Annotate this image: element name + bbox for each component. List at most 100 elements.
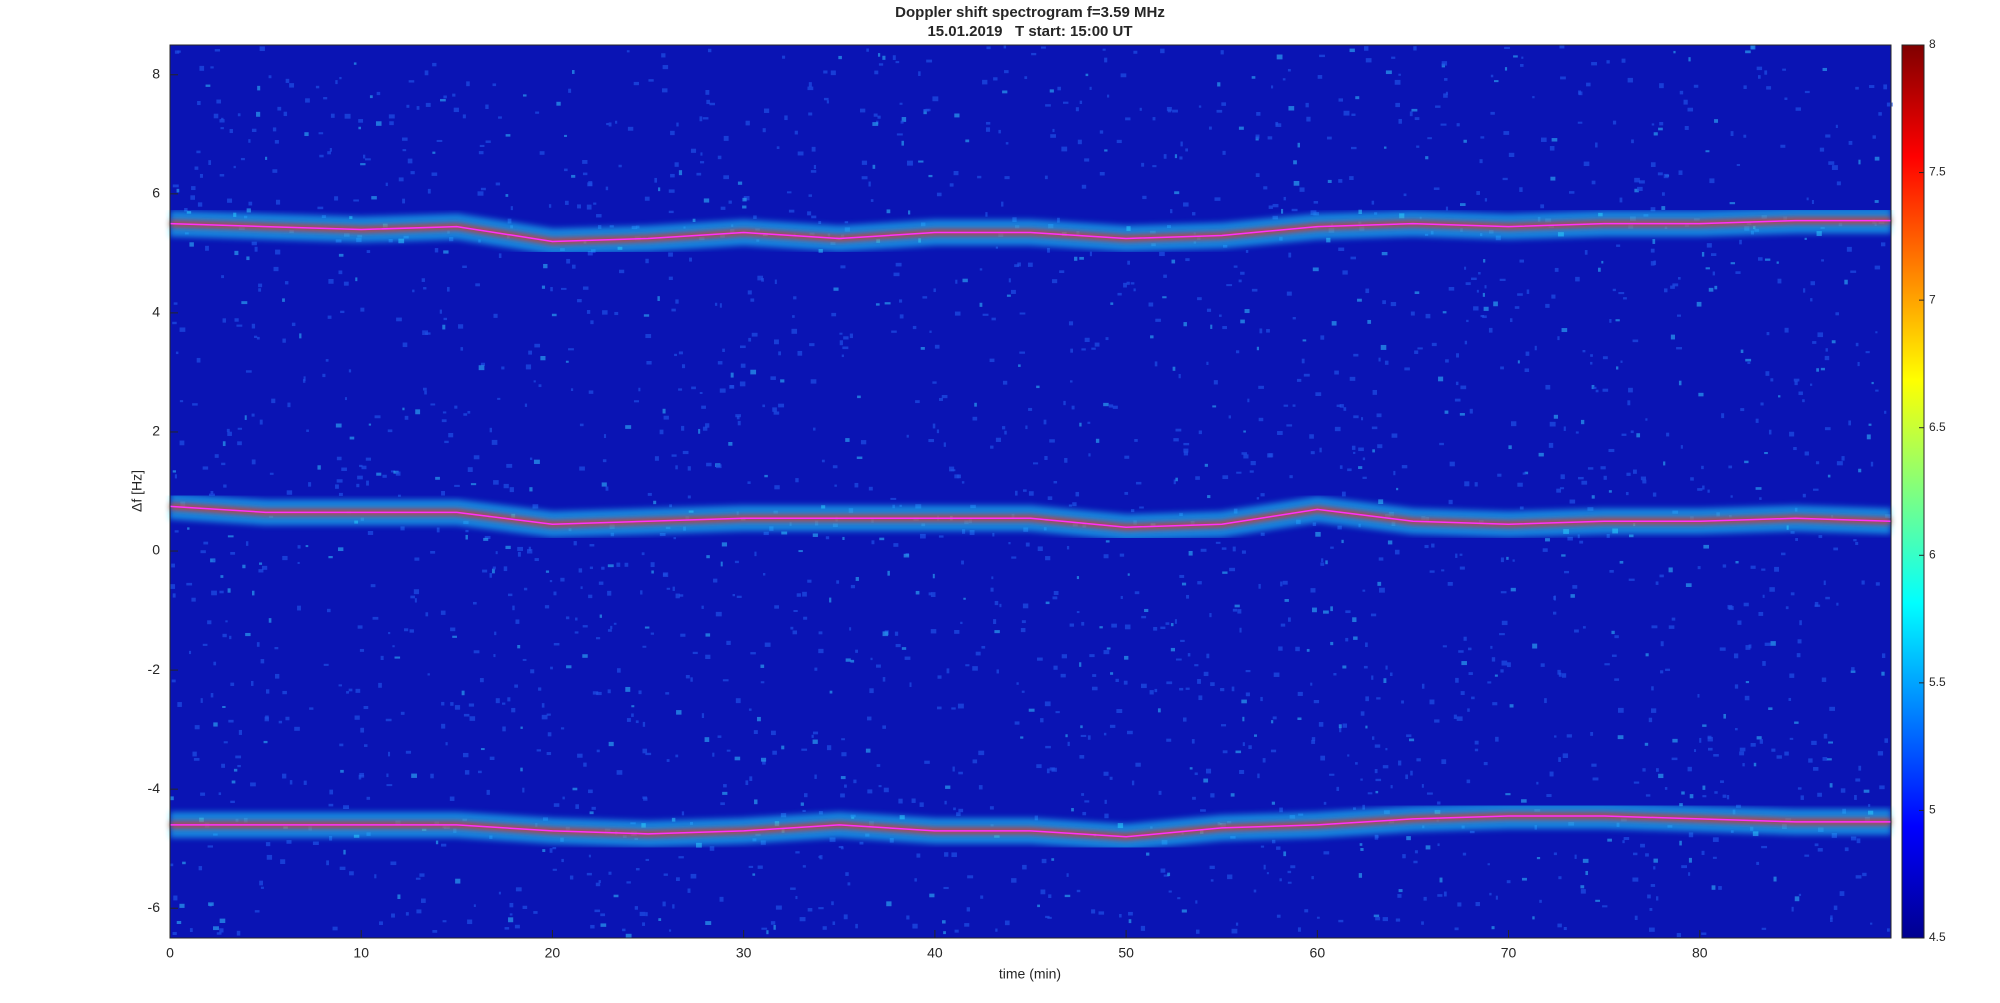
speckle	[1750, 742, 1756, 747]
speckle	[1824, 355, 1830, 361]
speckle	[306, 429, 309, 432]
speckle	[703, 198, 710, 203]
speckle	[236, 930, 241, 936]
speckle	[1817, 848, 1823, 852]
speckle	[1286, 291, 1292, 296]
speckle	[199, 65, 205, 71]
speckle	[498, 253, 502, 259]
speckle	[251, 413, 255, 417]
speckle	[1181, 582, 1187, 586]
speckle	[1433, 187, 1440, 190]
speckle	[826, 100, 829, 104]
speckle	[1841, 456, 1845, 461]
speckle	[1283, 404, 1289, 407]
speckle	[795, 851, 800, 854]
speckle	[1365, 58, 1372, 63]
speckle	[338, 547, 344, 552]
speckle	[705, 921, 712, 925]
speckle	[227, 431, 232, 436]
speckle	[1817, 332, 1824, 338]
speckle	[1292, 317, 1296, 320]
speckle	[376, 91, 381, 96]
speckle	[1371, 426, 1378, 430]
speckle	[583, 762, 587, 767]
speckle	[633, 400, 639, 403]
speckle	[1701, 465, 1704, 470]
speckle	[1769, 587, 1775, 592]
speckle	[875, 664, 881, 668]
speckle	[1128, 911, 1133, 916]
speckle	[1144, 608, 1149, 613]
speckle	[473, 904, 476, 908]
speckle	[1676, 347, 1683, 350]
speckle	[1664, 288, 1668, 293]
speckle	[995, 928, 998, 932]
speckle	[414, 598, 417, 603]
speckle	[739, 381, 746, 387]
speckle	[1179, 687, 1184, 691]
speckle	[1714, 285, 1718, 290]
speckle	[1701, 850, 1705, 856]
speckle	[807, 211, 812, 216]
speckle	[1804, 451, 1809, 456]
speckle	[222, 441, 226, 447]
speckle	[1311, 740, 1316, 744]
speckle	[1676, 314, 1681, 317]
speckle	[954, 113, 960, 118]
speckle	[1245, 249, 1249, 253]
speckle	[668, 189, 675, 193]
speckle	[541, 714, 548, 720]
speckle	[1206, 361, 1209, 365]
speckle	[680, 633, 686, 637]
speckle	[1401, 465, 1408, 469]
speckle	[1380, 344, 1387, 350]
speckle	[353, 199, 359, 202]
speckle	[1242, 716, 1245, 722]
speckle	[1188, 550, 1193, 556]
speckle	[1874, 156, 1880, 161]
speckle	[1112, 405, 1118, 409]
speckle	[1059, 270, 1065, 274]
speckle	[1592, 777, 1599, 781]
speckle	[981, 645, 986, 649]
speckle	[1591, 62, 1597, 66]
speckle	[982, 79, 988, 85]
speckle	[811, 146, 816, 152]
colorbar-tick-label: 6.5	[1929, 420, 1946, 434]
speckle	[943, 931, 946, 935]
speckle	[274, 140, 279, 144]
speckle	[1612, 288, 1616, 292]
speckle	[681, 364, 686, 369]
speckle	[1454, 398, 1461, 402]
speckle	[251, 241, 257, 246]
speckle	[929, 893, 935, 898]
speckle	[1483, 761, 1488, 766]
speckle	[1590, 354, 1593, 357]
speckle	[1476, 289, 1479, 293]
speckle	[1327, 179, 1332, 183]
speckle	[436, 527, 440, 533]
speckle	[843, 336, 849, 340]
speckle	[658, 187, 661, 192]
speckle	[568, 348, 574, 351]
speckle	[1362, 476, 1367, 479]
speckle	[1220, 50, 1224, 55]
speckle	[479, 144, 485, 147]
speckle	[348, 688, 353, 692]
speckle	[1185, 258, 1190, 262]
speckle	[1768, 429, 1772, 435]
speckle	[915, 590, 920, 595]
speckle	[1884, 410, 1887, 414]
speckle	[645, 334, 652, 339]
speckle	[1301, 358, 1305, 364]
speckle	[619, 269, 625, 274]
speckle	[1824, 427, 1831, 431]
speckle	[1562, 753, 1569, 758]
speckle	[713, 578, 718, 583]
speckle	[1457, 902, 1462, 907]
speckle	[529, 487, 533, 492]
speckle	[1634, 915, 1638, 920]
speckle	[1063, 400, 1066, 406]
speckle	[1463, 139, 1467, 143]
speckle	[1279, 878, 1282, 882]
